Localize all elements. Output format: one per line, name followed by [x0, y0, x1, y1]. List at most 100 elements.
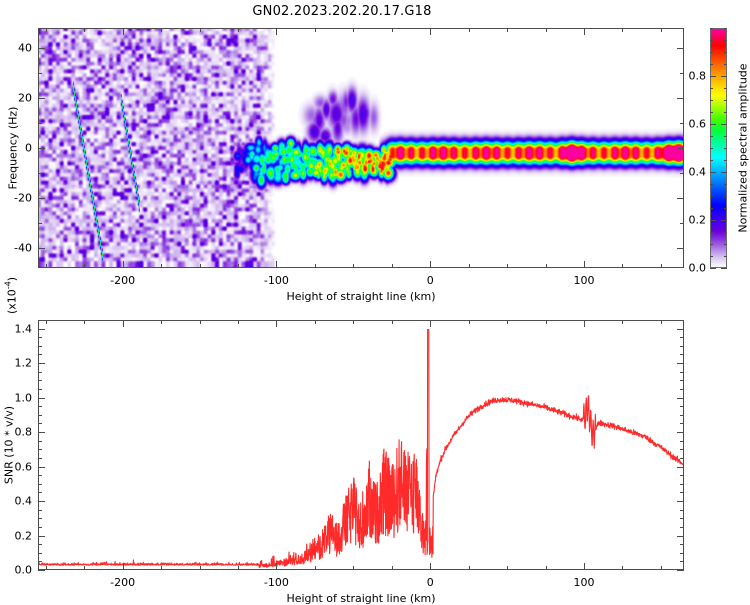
axis-tick — [38, 223, 42, 224]
axis-tick — [200, 320, 201, 324]
axis-tick — [38, 329, 45, 330]
axis-tick — [84, 28, 85, 32]
axis-tick — [38, 354, 42, 355]
axis-tick — [276, 261, 277, 268]
axis-tick — [38, 561, 42, 562]
axis-tick — [38, 510, 42, 511]
axis-tick — [353, 264, 354, 268]
axis-tick — [38, 123, 42, 124]
axis-tick — [677, 363, 684, 364]
axis-tick — [710, 52, 713, 53]
axis-tick — [680, 346, 684, 347]
axis-tick — [680, 449, 684, 450]
axis-tick-label: -100 — [263, 576, 289, 589]
axis-tick — [38, 441, 42, 442]
axis-tick — [677, 536, 684, 537]
axis-tick — [392, 320, 393, 324]
snr-panel[interactable] — [38, 320, 684, 570]
axis-tick-label: 100 — [573, 576, 595, 589]
axis-tick — [622, 264, 623, 268]
axis-tick — [724, 208, 727, 209]
axis-tick — [710, 40, 713, 41]
axis-tick — [161, 566, 162, 570]
axis-tick — [680, 553, 684, 554]
axis-tick — [38, 570, 45, 571]
axis-tick — [123, 320, 124, 327]
axis-tick — [680, 544, 684, 545]
axis-tick — [84, 320, 85, 324]
axis-tick — [38, 527, 42, 528]
axis-tick-label: -200 — [110, 274, 136, 287]
axis-tick — [238, 264, 239, 268]
axis-tick — [38, 248, 45, 249]
axis-tick — [38, 73, 42, 74]
spectrogram-xlabel: Height of straight line (km) — [286, 290, 436, 303]
axis-tick — [680, 423, 684, 424]
axis-tick — [38, 475, 42, 476]
snr-ylabel: SNR (10 * v/v) — [2, 405, 16, 485]
spectrogram-image — [39, 29, 683, 267]
axis-tick — [680, 389, 684, 390]
axis-tick — [430, 320, 431, 327]
axis-tick-label: 40 — [18, 41, 32, 55]
axis-tick — [38, 173, 42, 174]
spectrogram-panel[interactable] — [38, 28, 684, 268]
axis-tick — [724, 52, 727, 53]
axis-tick-label: 100 — [573, 274, 595, 287]
axis-tick — [430, 261, 431, 268]
axis-tick — [710, 112, 713, 113]
axis-tick — [677, 570, 684, 571]
axis-tick — [161, 28, 162, 32]
axis-tick — [38, 553, 42, 554]
axis-tick-label: 20 — [18, 91, 32, 105]
axis-tick — [430, 563, 431, 570]
axis-tick-label: 0.2 — [688, 213, 707, 227]
axis-tick — [123, 28, 124, 35]
axis-tick — [38, 492, 42, 493]
axis-tick — [238, 28, 239, 32]
axis-tick — [677, 467, 684, 468]
axis-tick — [680, 561, 684, 562]
axis-tick — [392, 28, 393, 32]
axis-tick — [724, 40, 727, 41]
axis-tick — [46, 320, 47, 324]
axis-tick — [710, 100, 713, 101]
axis-tick — [680, 492, 684, 493]
snr-series-line — [39, 328, 683, 569]
axis-tick — [710, 232, 713, 233]
axis-tick — [680, 73, 684, 74]
axis-tick-label: 0.4 — [14, 494, 33, 508]
axis-tick — [38, 98, 45, 99]
axis-tick — [469, 28, 470, 32]
axis-tick — [680, 380, 684, 381]
axis-tick — [546, 566, 547, 570]
axis-tick — [677, 329, 684, 330]
axis-tick — [677, 198, 684, 199]
axis-tick — [38, 432, 45, 433]
axis-tick — [710, 136, 713, 137]
axis-tick — [661, 566, 662, 570]
axis-tick-label: 1.4 — [14, 322, 33, 336]
axis-tick — [161, 320, 162, 324]
axis-tick — [123, 261, 124, 268]
axis-tick — [724, 88, 727, 89]
axis-tick — [677, 48, 684, 49]
axis-tick-label: -200 — [110, 576, 136, 589]
figure-title: GN02.2023.202.20.17.G18 — [252, 4, 432, 19]
axis-tick — [680, 354, 684, 355]
axis-tick — [315, 28, 316, 32]
axis-tick — [584, 28, 585, 35]
axis-tick — [161, 264, 162, 268]
axis-tick — [38, 337, 42, 338]
axis-tick — [724, 256, 727, 257]
axis-tick — [622, 566, 623, 570]
axis-tick — [677, 398, 684, 399]
axis-tick — [38, 372, 42, 373]
axis-tick — [392, 566, 393, 570]
axis-tick — [38, 449, 42, 450]
axis-tick-label: 0.8 — [14, 425, 33, 439]
axis-tick — [680, 406, 684, 407]
axis-tick — [200, 566, 201, 570]
axis-tick — [392, 264, 393, 268]
